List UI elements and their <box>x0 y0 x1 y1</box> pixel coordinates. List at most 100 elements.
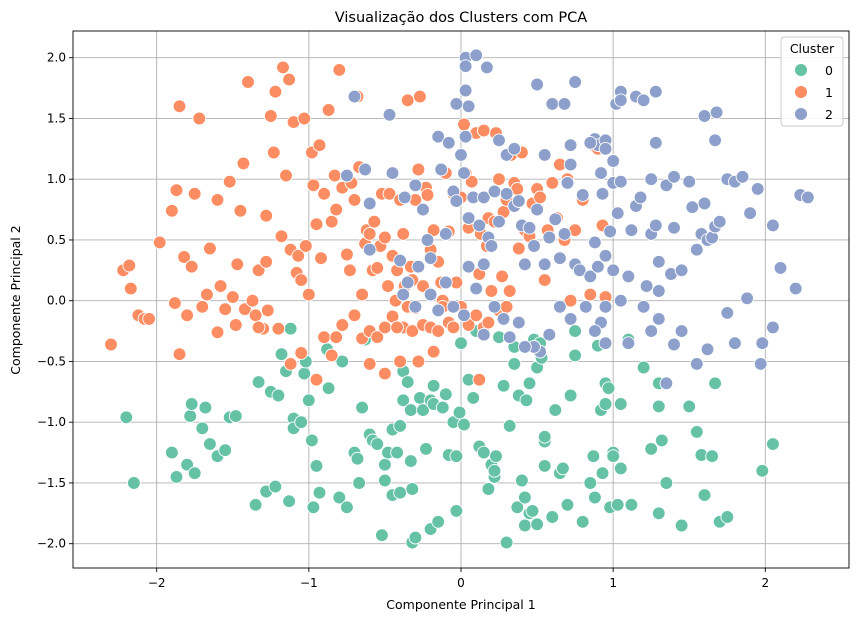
data-point-cluster-1 <box>324 348 339 363</box>
data-point-cluster-1 <box>230 257 245 272</box>
data-point-cluster-2 <box>621 269 636 284</box>
x-tick-label: −1 <box>300 576 318 590</box>
data-point-cluster-1 <box>499 299 514 314</box>
data-point-cluster-2 <box>598 336 613 351</box>
data-point-cluster-1 <box>355 287 369 302</box>
data-point-cluster-2 <box>557 227 572 241</box>
data-point-cluster-2 <box>801 190 815 205</box>
data-point-cluster-2 <box>610 206 625 221</box>
data-point-cluster-1 <box>314 251 328 266</box>
legend-label: 2 <box>825 107 833 122</box>
data-point-cluster-2 <box>347 89 362 104</box>
legend: Cluster 0 1 2 <box>780 36 844 127</box>
data-point-cluster-1 <box>203 241 217 256</box>
data-point-cluster-1 <box>301 287 316 302</box>
data-point-cluster-0 <box>563 388 578 403</box>
data-point-cluster-0 <box>586 449 601 464</box>
data-point-cluster-1 <box>431 324 446 338</box>
data-point-cluster-1 <box>329 330 344 345</box>
data-point-cluster-2 <box>644 172 659 187</box>
data-point-cluster-0 <box>654 433 669 448</box>
data-point-cluster-2 <box>537 148 552 162</box>
data-point-cluster-0 <box>466 391 481 405</box>
data-point-cluster-2 <box>408 299 423 314</box>
data-point-cluster-2 <box>613 293 628 308</box>
data-point-cluster-0 <box>489 449 503 464</box>
data-point-cluster-2 <box>423 251 438 266</box>
data-point-cluster-1 <box>393 354 407 369</box>
data-point-cluster-0 <box>537 429 552 444</box>
data-point-cluster-1 <box>279 168 293 183</box>
data-point-cluster-2 <box>518 257 532 272</box>
data-point-cluster-1 <box>213 279 228 293</box>
data-point-cluster-2 <box>411 259 426 274</box>
data-point-cluster-0 <box>419 442 433 456</box>
data-point-cluster-2 <box>667 169 681 184</box>
data-point-cluster-0 <box>449 504 464 518</box>
data-point-cluster-2 <box>659 178 674 193</box>
data-point-cluster-2 <box>545 97 560 111</box>
data-point-cluster-1 <box>367 214 382 229</box>
data-point-cluster-2 <box>606 263 621 278</box>
data-point-cluster-2 <box>542 327 557 342</box>
data-point-cluster-0 <box>297 366 312 381</box>
data-point-cluster-2 <box>518 340 532 354</box>
data-point-cluster-0 <box>370 437 385 451</box>
data-point-cluster-1 <box>511 241 526 256</box>
data-point-cluster-2 <box>563 312 578 326</box>
data-point-cluster-0 <box>613 397 628 411</box>
data-point-cluster-0 <box>755 463 770 478</box>
data-point-cluster-1 <box>533 190 547 205</box>
y-tick-label: 0.5 <box>47 233 66 247</box>
data-point-cluster-0 <box>408 530 423 545</box>
data-point-cluster-2 <box>420 233 435 247</box>
data-point-cluster-2 <box>578 299 593 314</box>
data-point-cluster-0 <box>184 397 199 411</box>
data-point-cluster-0 <box>274 347 289 362</box>
data-point-cluster-0 <box>651 506 666 521</box>
data-point-cluster-0 <box>306 500 321 515</box>
data-point-cluster-0 <box>575 514 590 529</box>
data-point-cluster-2 <box>636 299 651 314</box>
legend-label: 0 <box>825 63 833 78</box>
data-point-cluster-0 <box>218 443 233 458</box>
data-point-cluster-0 <box>340 500 354 515</box>
data-point-cluster-2 <box>621 336 636 351</box>
data-point-cluster-1 <box>537 273 552 287</box>
data-point-cluster-2 <box>766 218 780 233</box>
data-point-cluster-1 <box>405 324 420 338</box>
data-point-cluster-0 <box>598 397 613 411</box>
data-point-cluster-1 <box>276 60 290 75</box>
data-point-cluster-0 <box>510 500 525 515</box>
data-point-cluster-0 <box>545 510 560 524</box>
data-point-cluster-1 <box>370 261 385 275</box>
data-point-cluster-2 <box>697 196 712 211</box>
data-point-cluster-2 <box>553 299 567 314</box>
data-point-cluster-2 <box>469 48 484 63</box>
data-point-cluster-0 <box>396 393 411 408</box>
data-point-cluster-2 <box>499 186 514 201</box>
data-point-cluster-1 <box>228 318 243 332</box>
data-point-cluster-1 <box>469 308 484 323</box>
data-point-cluster-1 <box>390 320 404 335</box>
data-point-cluster-0 <box>438 387 453 402</box>
data-point-cluster-1 <box>291 248 306 263</box>
data-point-cluster-2 <box>753 357 768 371</box>
data-point-cluster-2 <box>458 83 473 98</box>
data-point-cluster-2 <box>362 196 377 211</box>
data-point-cluster-1 <box>195 299 210 314</box>
data-point-cluster-1 <box>294 273 309 287</box>
legend-marker <box>794 85 808 99</box>
data-point-cluster-1 <box>481 315 496 330</box>
data-point-cluster-0 <box>355 400 369 415</box>
data-point-cluster-0 <box>568 324 582 338</box>
data-point-cluster-1 <box>236 156 251 171</box>
data-point-cluster-0 <box>507 357 522 371</box>
data-point-cluster-1 <box>317 186 331 201</box>
data-point-cluster-2 <box>472 218 487 233</box>
data-point-cluster-0 <box>282 494 296 509</box>
data-point-cluster-2 <box>743 206 757 221</box>
data-point-cluster-0 <box>610 497 625 512</box>
data-point-cluster-1 <box>317 330 331 345</box>
data-point-cluster-2 <box>563 138 578 153</box>
